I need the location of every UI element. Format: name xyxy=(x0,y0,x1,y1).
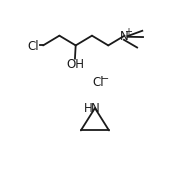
Text: H: H xyxy=(84,102,93,115)
Text: Cl: Cl xyxy=(92,76,104,89)
Text: OH: OH xyxy=(66,58,84,71)
Text: −: − xyxy=(100,74,109,84)
Text: Cl: Cl xyxy=(28,40,39,53)
Text: N: N xyxy=(91,102,99,115)
Text: N: N xyxy=(120,30,128,43)
Text: +: + xyxy=(124,27,132,37)
